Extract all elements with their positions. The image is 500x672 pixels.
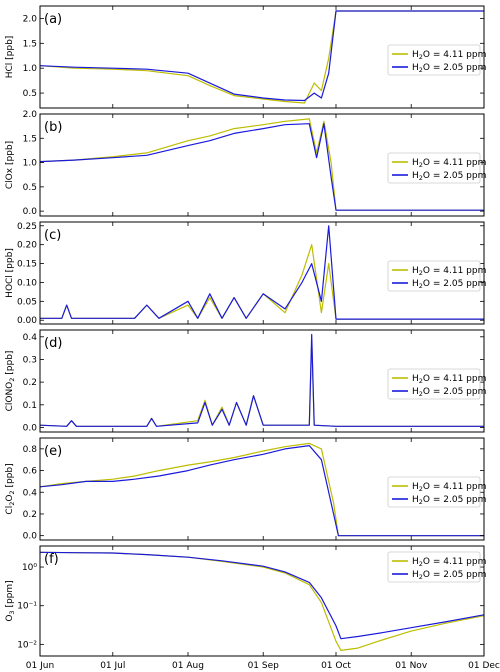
x-tick-label-2: 01 Aug [172, 661, 204, 671]
y-tick-label-1-2: 1.5 [23, 39, 37, 49]
y-axis-label-4: ClONO2 [ppb] [5, 351, 16, 412]
y-tick-label-2-3: 1.5 [23, 134, 37, 144]
series-line-h2o-2-05-1 [40, 10, 484, 102]
y-tick-label-4-3: 0.3 [23, 355, 37, 365]
series-line-h2o-2-05-3 [40, 225, 484, 320]
y-tick-label-1-0: 0.5 [23, 89, 37, 99]
panel-5: 0.0 0.2 0.4 0.6 0.8 Cl2O2 [ppb] (e) H2O = 4.11 … [5, 437, 486, 542]
series-line-h2o-4-11-5 [40, 442, 484, 537]
legend-box-4 [387, 368, 481, 400]
legend-label-low-5: H2O = 2.05 ppm [412, 495, 486, 506]
series-line-h2o-2-05-2 [40, 123, 484, 211]
panel-label-1: (a) [44, 12, 62, 27]
legend-5: H2O = 4.11 ppm H2O = 2.05 ppm [387, 476, 486, 508]
y-tick-label-3-2: 0.10 [17, 278, 37, 288]
series-line-h2o-2-05-4 [40, 333, 484, 427]
y-axis-label-2: ClOx [ppb] [5, 141, 15, 189]
plot-area-1 [39, 5, 485, 109]
y-tick-label-5-2: 0.4 [23, 488, 38, 498]
x-tick-label-3: 01 Sep [248, 661, 280, 671]
legend-label-high-1: H2O = 4.11 ppm [412, 50, 486, 61]
y-tick-label-2-4: 2.0 [23, 110, 38, 120]
legend-label-low-2: H2O = 2.05 ppm [412, 171, 486, 182]
legend-label-high-2: H2O = 4.11 ppm [412, 158, 486, 169]
y-tick-label-4-1: 0.1 [23, 401, 37, 411]
panel-label-5: (e) [44, 444, 62, 459]
y-tick-label-2-1: 0.5 [23, 183, 37, 193]
legend-3: H2O = 4.11 ppm H2O = 2.05 ppm [387, 260, 486, 292]
legend-label-low-6: H2O = 2.05 ppm [412, 570, 486, 581]
legend-4: H2O = 4.11 ppm H2O = 2.05 ppm [387, 368, 486, 400]
y-tick-label-4-4: 0.4 [23, 333, 38, 343]
y-tick-label-6-0: 10⁻² [17, 640, 37, 650]
legend-label-low-4: H2O = 2.05 ppm [412, 387, 486, 398]
legend-label-high-6: H2O = 4.11 ppm [412, 557, 486, 568]
y-axis-label-3: HOCl [ppb] [5, 248, 15, 298]
y-tick-label-5-4: 0.8 [23, 445, 38, 455]
plot-area-5 [39, 437, 485, 541]
legend-label-low-1: H2O = 2.05 ppm [412, 63, 486, 74]
x-tick-label-6: 01 Dec [468, 661, 500, 671]
legend-label-high-3: H2O = 4.11 ppm [412, 266, 486, 277]
panel-3: 0.00 0.05 0.10 0.15 0.20 0.25 HOCl [ppb] (c) H2O… [5, 221, 486, 326]
legend-box-5 [387, 476, 481, 508]
y-tick-label-6-1: 10⁻¹ [17, 602, 37, 612]
y-tick-label-4-0: 0.0 [23, 423, 38, 433]
panel-label-3: (c) [44, 228, 61, 243]
plot-area-4 [39, 329, 485, 433]
y-tick-label-1-3: 2.0 [23, 14, 38, 24]
series-line-h2o-2-05-5 [40, 445, 484, 537]
y-tick-label-3-5: 0.25 [17, 222, 37, 232]
plot-area-3 [39, 221, 485, 325]
panel-2: 0.0 0.5 1.0 1.5 2.0 ClOx [ppb] (b) H2O = 4.11 p… [5, 110, 486, 217]
y-axis-label-6: O3 [ppm] [5, 580, 16, 621]
y-tick-label-2-0: 0.0 [23, 207, 38, 217]
y-tick-label-5-3: 0.6 [23, 467, 38, 477]
panel-label-4: (d) [44, 336, 62, 351]
panel-label-2: (b) [44, 120, 62, 135]
x-tick-label-4: 01 Oct [321, 661, 351, 671]
y-axis-label-5: Cl2O2 [ppb] [5, 463, 16, 514]
y-tick-label-3-4: 0.20 [17, 241, 37, 251]
series-line-h2o-2-05-6 [40, 551, 484, 640]
legend-label-high-4: H2O = 4.11 ppm [412, 374, 486, 385]
y-tick-label-3-1: 0.05 [17, 297, 37, 307]
x-tick-label-1: 01 Jul [100, 661, 125, 671]
legend-label-low-3: H2O = 2.05 ppm [412, 279, 486, 290]
y-tick-label-3-3: 0.15 [17, 260, 37, 270]
plot-area-2 [39, 113, 485, 217]
legend-1: H2O = 4.11 ppm H2O = 2.05 ppm [387, 44, 486, 76]
legend-box-1 [387, 44, 481, 76]
legend-2: H2O = 4.11 ppm H2O = 2.05 ppm [387, 152, 486, 184]
x-tick-label-5: 01 Nov [395, 661, 428, 671]
y-tick-label-1-1: 1.0 [23, 64, 38, 74]
legend-label-high-5: H2O = 4.11 ppm [412, 482, 486, 493]
legend-6: H2O = 4.11 ppm H2O = 2.05 ppm [387, 551, 486, 583]
legend-box-3 [387, 260, 481, 292]
x-tick-label-0: 01 Jun [26, 661, 54, 671]
x-axis-labels: 01 Jun 01 Jul 01 Aug 01 Sep 01 Oct 01 Nov 01 D… [26, 661, 500, 671]
panel-4: 0.0 0.1 0.2 0.3 0.4 ClONO2 [ppb] (d) H2O = 4.11… [5, 329, 486, 433]
y-tick-label-2-2: 1.0 [23, 159, 38, 169]
legend-box-2 [387, 152, 481, 184]
y-tick-label-5-0: 0.0 [23, 532, 38, 542]
y-tick-label-3-0: 0.00 [17, 316, 37, 326]
y-tick-label-4-2: 0.2 [23, 378, 37, 388]
plot-area-6 [39, 545, 485, 657]
legend-box-6 [387, 551, 481, 583]
panel-label-6: (f) [44, 552, 59, 567]
y-tick-label-5-1: 0.2 [23, 510, 37, 520]
y-tick-label-6-2: 10⁰ [22, 563, 37, 573]
y-axis-label-1: HCl [ppb] [5, 36, 15, 79]
